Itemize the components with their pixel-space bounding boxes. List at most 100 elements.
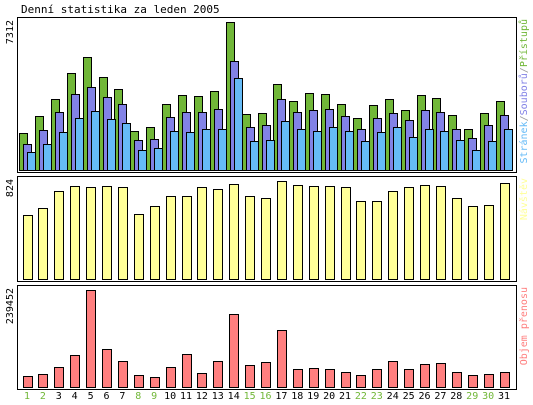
bar-objem-p-enosu-day-26 bbox=[420, 364, 430, 388]
bar-n-v-t-v-day-13 bbox=[213, 189, 223, 280]
bar-str-nek-day-17 bbox=[281, 121, 290, 171]
bar-objem-p-enosu-day-4 bbox=[70, 355, 80, 388]
x-tick-label-day-17: 17 bbox=[275, 391, 287, 402]
x-tick-label-day-31: 31 bbox=[498, 391, 510, 402]
legend-entry: Návštěv bbox=[518, 178, 530, 220]
x-tick-label-day-26: 26 bbox=[418, 391, 430, 402]
bar-str-nek-day-5 bbox=[91, 111, 100, 171]
bar-objem-p-enosu-day-1 bbox=[23, 376, 33, 388]
bar-objem-p-enosu-day-29 bbox=[468, 375, 478, 388]
x-axis-labels: 1 2 3 4 5 6 7 8 9 10 11 12 13 14 15 16 17 18 19 20 21 22 23 24 2… bbox=[24, 391, 510, 402]
x-tick-label-day-12: 12 bbox=[196, 391, 208, 402]
bar-objem-p-enosu-day-14 bbox=[229, 314, 239, 388]
x-tick-label-day-13: 13 bbox=[212, 391, 224, 402]
legend-entry: Přístupů bbox=[518, 19, 530, 67]
bar-str-nek-day-7 bbox=[122, 123, 131, 171]
bar-str-nek-day-10 bbox=[170, 131, 179, 171]
bar-objem-p-enosu-day-30 bbox=[484, 374, 494, 388]
x-tick-label-day-10: 10 bbox=[164, 391, 176, 402]
bar-str-nek-day-13 bbox=[218, 129, 227, 171]
bar-str-nek-day-29 bbox=[472, 150, 481, 171]
bar-str-nek-day-21 bbox=[345, 131, 354, 171]
bar-objem-p-enosu-day-22 bbox=[356, 375, 366, 388]
x-tick-label-day-15: 15 bbox=[244, 391, 256, 402]
bar-objem-p-enosu-day-10 bbox=[166, 367, 176, 388]
bar-objem-p-enosu-day-25 bbox=[404, 369, 414, 388]
bar-n-v-t-v-day-4 bbox=[70, 186, 80, 280]
x-tick-label-day-28: 28 bbox=[450, 391, 462, 402]
bar-str-nek-day-28 bbox=[456, 140, 465, 171]
legend: Stránek/Souborů/Přístupů bbox=[518, 19, 530, 164]
bar-str-nek-day-30 bbox=[488, 141, 497, 171]
bar-str-nek-day-14 bbox=[234, 78, 243, 171]
x-tick-label-day-2: 2 bbox=[40, 391, 46, 402]
bar-str-nek-day-11 bbox=[186, 132, 195, 171]
bar-n-v-t-v-day-12 bbox=[197, 187, 207, 280]
legend-entry: Souborů bbox=[518, 73, 530, 115]
bar-n-v-t-v-day-28 bbox=[452, 198, 462, 280]
bar-str-nek-day-1 bbox=[27, 152, 36, 171]
bar-objem-p-enosu-day-27 bbox=[436, 363, 446, 388]
bar-objem-p-enosu-day-2 bbox=[38, 374, 48, 388]
x-tick-label-day-7: 7 bbox=[119, 391, 125, 402]
bar-n-v-t-v-day-8 bbox=[134, 214, 144, 280]
x-tick-label-day-4: 4 bbox=[72, 391, 78, 402]
bar-objem-p-enosu-day-28 bbox=[452, 372, 462, 388]
bar-n-v-t-v-day-31 bbox=[500, 183, 510, 280]
bar-str-nek-day-26 bbox=[425, 129, 434, 171]
panel-3: 239452 Objem přenosu bbox=[5, 285, 530, 390]
bar-n-v-t-v-day-21 bbox=[341, 187, 351, 280]
bar-n-v-t-v-day-2 bbox=[38, 208, 48, 280]
bar-n-v-t-v-day-10 bbox=[166, 196, 176, 280]
x-tick-label-day-3: 3 bbox=[56, 391, 62, 402]
legend-entry: / bbox=[519, 115, 530, 121]
bar-objem-p-enosu-day-5 bbox=[86, 290, 96, 388]
bar-objem-p-enosu-day-3 bbox=[54, 367, 64, 388]
bar-objem-p-enosu-day-18 bbox=[293, 369, 303, 388]
bar-n-v-t-v-day-9 bbox=[150, 206, 160, 280]
y-max-label: 824 bbox=[5, 179, 16, 197]
bar-str-nek-day-2 bbox=[43, 144, 52, 171]
bar-str-nek-day-4 bbox=[75, 118, 84, 171]
bar-str-nek-day-20 bbox=[329, 127, 338, 171]
bar-str-nek-day-3 bbox=[59, 132, 68, 171]
legend: Objem přenosu bbox=[518, 287, 530, 365]
bar-objem-p-enosu-day-31 bbox=[500, 372, 510, 388]
bar-n-v-t-v-day-25 bbox=[404, 187, 414, 280]
bar-n-v-t-v-day-17 bbox=[277, 181, 287, 280]
x-tick-label-day-11: 11 bbox=[180, 391, 192, 402]
bar-objem-p-enosu-day-16 bbox=[261, 362, 271, 388]
bar-objem-p-enosu-day-13 bbox=[213, 361, 223, 388]
x-tick-label-day-1: 1 bbox=[24, 391, 30, 402]
bar-n-v-t-v-day-22 bbox=[356, 201, 366, 280]
bar-str-nek-day-31 bbox=[504, 129, 513, 171]
bar-objem-p-enosu-day-19 bbox=[309, 368, 319, 388]
bar-n-v-t-v-day-30 bbox=[484, 205, 494, 280]
x-tick-label-day-16: 16 bbox=[259, 391, 271, 402]
x-tick-label-day-6: 6 bbox=[103, 391, 109, 402]
legend-entry: / bbox=[519, 67, 530, 73]
x-tick-label-day-18: 18 bbox=[291, 391, 303, 402]
bar-n-v-t-v-day-27 bbox=[436, 186, 446, 280]
bar-n-v-t-v-day-29 bbox=[468, 206, 478, 280]
bar-str-nek-day-19 bbox=[313, 131, 322, 171]
bar-n-v-t-v-day-14 bbox=[229, 184, 239, 280]
y-max-label: 239452 bbox=[5, 288, 16, 324]
bar-n-v-t-v-day-3 bbox=[54, 191, 64, 280]
legend-entry: Stránek bbox=[518, 121, 530, 163]
x-tick-label-day-19: 19 bbox=[307, 391, 319, 402]
x-tick-label-day-24: 24 bbox=[387, 391, 399, 402]
x-tick-label-day-14: 14 bbox=[228, 391, 240, 402]
bar-n-v-t-v-day-6 bbox=[102, 186, 112, 280]
bar-objem-p-enosu-day-24 bbox=[388, 361, 398, 388]
bar-objem-p-enosu-day-23 bbox=[372, 369, 382, 388]
bar-str-nek-day-6 bbox=[107, 119, 116, 171]
bar-objem-p-enosu-day-15 bbox=[245, 365, 255, 388]
bar-n-v-t-v-day-7 bbox=[118, 187, 128, 280]
x-tick-label-day-9: 9 bbox=[151, 391, 157, 402]
bar-str-nek-day-9 bbox=[154, 148, 163, 171]
x-tick-label-day-25: 25 bbox=[403, 391, 415, 402]
panel-2: 824 Návštěv bbox=[5, 176, 530, 282]
